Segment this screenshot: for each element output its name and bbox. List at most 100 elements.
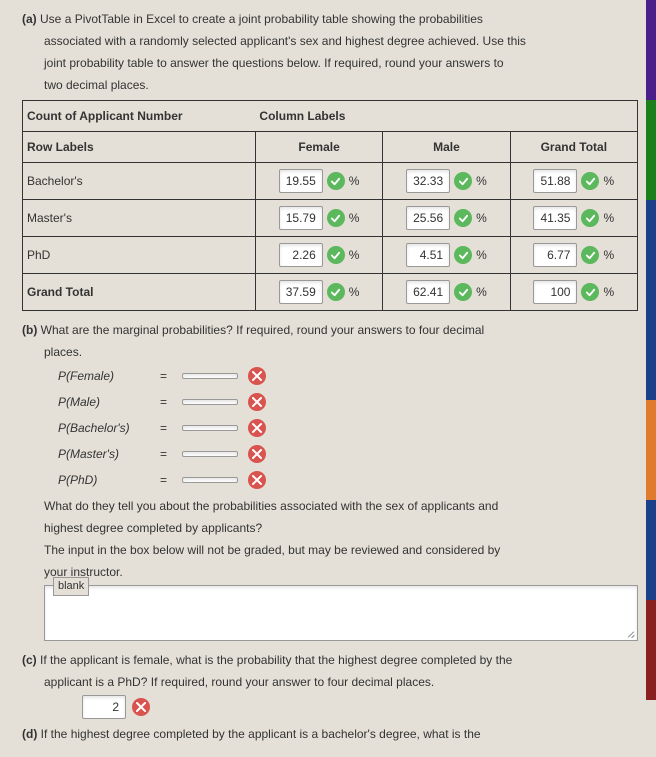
correct-icon bbox=[581, 172, 599, 190]
table-cell: 41.35% bbox=[510, 200, 637, 237]
part-a-text-3: two decimal places. bbox=[44, 76, 638, 94]
table-cell: 100% bbox=[510, 274, 637, 311]
marginal-label: P(PhD) bbox=[58, 471, 150, 489]
marginal-row: P(PhD) = bbox=[58, 471, 638, 489]
incorrect-icon bbox=[248, 393, 266, 411]
correct-icon bbox=[327, 209, 345, 227]
part-b-label: (b) bbox=[22, 323, 37, 337]
correct-icon bbox=[327, 172, 345, 190]
row-labels-header: Row Labels bbox=[23, 132, 256, 163]
correct-icon bbox=[454, 246, 472, 264]
part-b-q2: places. bbox=[44, 343, 638, 361]
value-input[interactable]: 32.33 bbox=[406, 169, 450, 193]
equals-sign: = bbox=[160, 419, 172, 437]
value-input[interactable]: 62.41 bbox=[406, 280, 450, 304]
side-tab bbox=[646, 0, 656, 100]
column-labels: Column Labels bbox=[255, 101, 637, 132]
side-color-tabs bbox=[646, 0, 656, 700]
value-input[interactable]: 25.56 bbox=[406, 206, 450, 230]
marginal-row: P(Male)= bbox=[58, 393, 638, 411]
equals-sign: = bbox=[160, 367, 172, 385]
percent-label: % bbox=[603, 246, 614, 264]
part-c-label: (c) bbox=[22, 653, 37, 667]
marginal-input[interactable] bbox=[182, 451, 238, 457]
side-tab bbox=[646, 100, 656, 200]
part-b-follow-0: What do they tell you about the probabil… bbox=[44, 497, 638, 515]
table-cell: 4.51% bbox=[383, 237, 510, 274]
value-input[interactable]: 4.51 bbox=[406, 243, 450, 267]
marginal-row: P(Female)= bbox=[58, 367, 638, 385]
part-a-text-0: Use a PivotTable in Excel to create a jo… bbox=[40, 12, 483, 26]
part-d-label: (d) bbox=[22, 727, 37, 741]
value-input[interactable]: 100 bbox=[533, 280, 577, 304]
marginal-row: P(Bachelor's)= bbox=[58, 419, 638, 437]
blank-label: blank bbox=[53, 577, 89, 596]
incorrect-icon bbox=[248, 367, 266, 385]
table-cell: 15.79% bbox=[255, 200, 382, 237]
part-c-answer-input[interactable]: 2 bbox=[82, 695, 126, 719]
correct-icon bbox=[581, 246, 599, 264]
percent-label: % bbox=[603, 209, 614, 227]
table-cell: 2.26% bbox=[255, 237, 382, 274]
incorrect-icon bbox=[248, 445, 266, 463]
table-cell: 32.33% bbox=[383, 163, 510, 200]
marginal-input[interactable] bbox=[182, 399, 238, 405]
marginal-input[interactable] bbox=[182, 425, 238, 431]
percent-label: % bbox=[476, 283, 487, 301]
row-label: PhD bbox=[23, 237, 256, 274]
marginal-row: P(Master's)= bbox=[58, 445, 638, 463]
part-d-line: If the highest degree completed by the a… bbox=[41, 727, 481, 741]
correct-icon bbox=[581, 209, 599, 227]
side-tab bbox=[646, 500, 656, 600]
correct-icon bbox=[327, 246, 345, 264]
percent-label: % bbox=[349, 172, 360, 190]
part-b-q1: What are the marginal probabilities? If … bbox=[41, 323, 485, 337]
col-grand-total: Grand Total bbox=[510, 132, 637, 163]
side-tab bbox=[646, 300, 656, 400]
percent-label: % bbox=[476, 246, 487, 264]
value-input[interactable]: 2.26 bbox=[279, 243, 323, 267]
value-input[interactable]: 6.77 bbox=[533, 243, 577, 267]
part-c-line-0: If the applicant is female, what is the … bbox=[40, 653, 512, 667]
value-input[interactable]: 41.35 bbox=[533, 206, 577, 230]
value-input[interactable]: 51.88 bbox=[533, 169, 577, 193]
table-cell: 25.56% bbox=[383, 200, 510, 237]
incorrect-icon bbox=[248, 419, 266, 437]
percent-label: % bbox=[476, 172, 487, 190]
part-a-label: (a) bbox=[22, 12, 37, 26]
percent-label: % bbox=[349, 246, 360, 264]
value-input[interactable]: 37.59 bbox=[279, 280, 323, 304]
value-input[interactable]: 19.55 bbox=[279, 169, 323, 193]
part-a-text-2: joint probability table to answer the qu… bbox=[44, 54, 638, 72]
col-female: Female bbox=[255, 132, 382, 163]
side-tab bbox=[646, 600, 656, 700]
incorrect-icon bbox=[248, 471, 266, 489]
equals-sign: = bbox=[160, 445, 172, 463]
equals-sign: = bbox=[160, 471, 172, 489]
correct-icon bbox=[581, 283, 599, 301]
resize-handle-icon[interactable] bbox=[625, 628, 635, 638]
percent-label: % bbox=[603, 172, 614, 190]
col-male: Male bbox=[383, 132, 510, 163]
instructor-comment-input[interactable]: blank bbox=[44, 585, 638, 641]
correct-icon bbox=[454, 172, 472, 190]
percent-label: % bbox=[349, 283, 360, 301]
part-b-follow-3: your instructor. bbox=[44, 563, 638, 581]
row-label: Bachelor's bbox=[23, 163, 256, 200]
joint-probability-table: Count of Applicant Number Column Labels … bbox=[22, 100, 638, 311]
marginal-label: P(Male) bbox=[58, 393, 150, 411]
correct-icon bbox=[454, 209, 472, 227]
correct-icon bbox=[454, 283, 472, 301]
count-label: Count of Applicant Number bbox=[23, 101, 256, 132]
table-cell: 19.55% bbox=[255, 163, 382, 200]
side-tab bbox=[646, 200, 656, 300]
value-input[interactable]: 15.79 bbox=[279, 206, 323, 230]
marginal-input[interactable] bbox=[182, 477, 238, 483]
percent-label: % bbox=[603, 283, 614, 301]
part-c-line-1: applicant is a PhD? If required, round y… bbox=[44, 673, 638, 691]
table-cell: 6.77% bbox=[510, 237, 637, 274]
marginal-input[interactable] bbox=[182, 373, 238, 379]
table-cell: 62.41% bbox=[383, 274, 510, 311]
part-b-follow-2: The input in the box below will not be g… bbox=[44, 541, 638, 559]
row-label: Grand Total bbox=[23, 274, 256, 311]
